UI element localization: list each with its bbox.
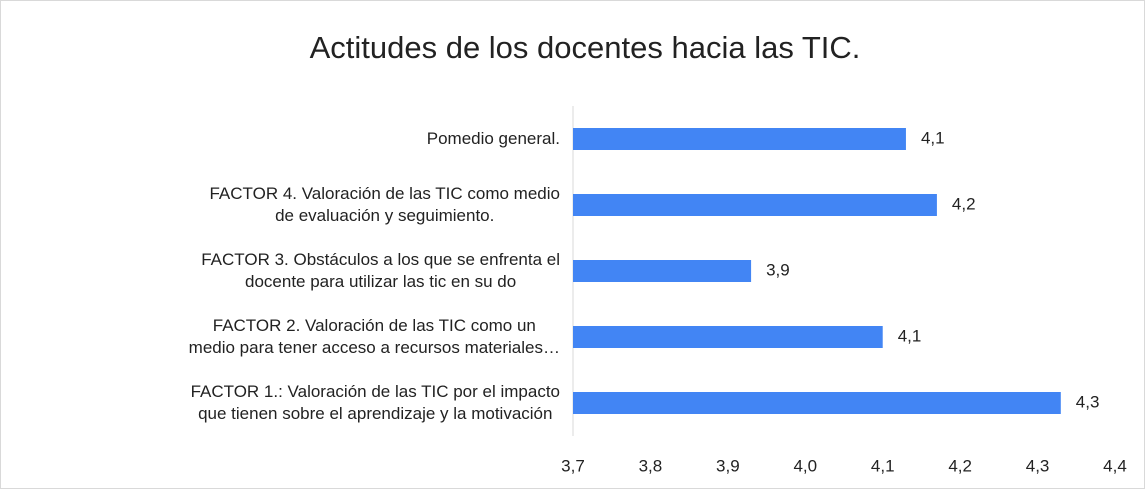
chart-title: Actitudes de los docentes hacia las TIC.: [310, 30, 861, 65]
bar: [573, 260, 752, 282]
value-label: 4,1: [898, 326, 922, 345]
category-label-box: FACTOR 2. Valoración de las TIC como un …: [0, 312, 560, 362]
category-label-box: Pomedio general.: [0, 114, 560, 164]
x-tick-label: 4,1: [871, 456, 895, 475]
category-label: FACTOR 4. Valoración de las TIC como med…: [209, 184, 560, 225]
category-label-box: FACTOR 1.: Valoración de las TIC por el …: [0, 378, 560, 428]
value-label: 4,3: [1076, 392, 1100, 411]
x-tick-label: 3,7: [561, 456, 585, 475]
x-tick-label: 4,2: [948, 456, 972, 475]
value-label: 4,1: [921, 128, 945, 147]
bar: [573, 326, 883, 348]
category-label-box: FACTOR 3. Obstáculos a los que se enfren…: [0, 246, 560, 296]
category-label: Pomedio general.: [426, 129, 560, 148]
category-label: FACTOR 3. Obstáculos a los que se enfren…: [201, 250, 560, 291]
bar: [573, 194, 937, 216]
value-label: 4,2: [952, 194, 976, 213]
category-label: FACTOR 1.: Valoración de las TIC por el …: [190, 382, 560, 423]
value-label: 3,9: [766, 260, 790, 279]
x-tick-label: 4,4: [1103, 456, 1127, 475]
x-tick-label: 4,0: [793, 456, 817, 475]
bar: [573, 392, 1061, 414]
bar: [573, 128, 906, 150]
x-tick-label: 4,3: [1026, 456, 1050, 475]
category-label: FACTOR 2. Valoración de las TIC como un …: [188, 316, 560, 357]
category-label-box: FACTOR 4. Valoración de las TIC como med…: [0, 180, 560, 230]
x-tick-label: 3,8: [639, 456, 663, 475]
x-tick-label: 3,9: [716, 456, 740, 475]
